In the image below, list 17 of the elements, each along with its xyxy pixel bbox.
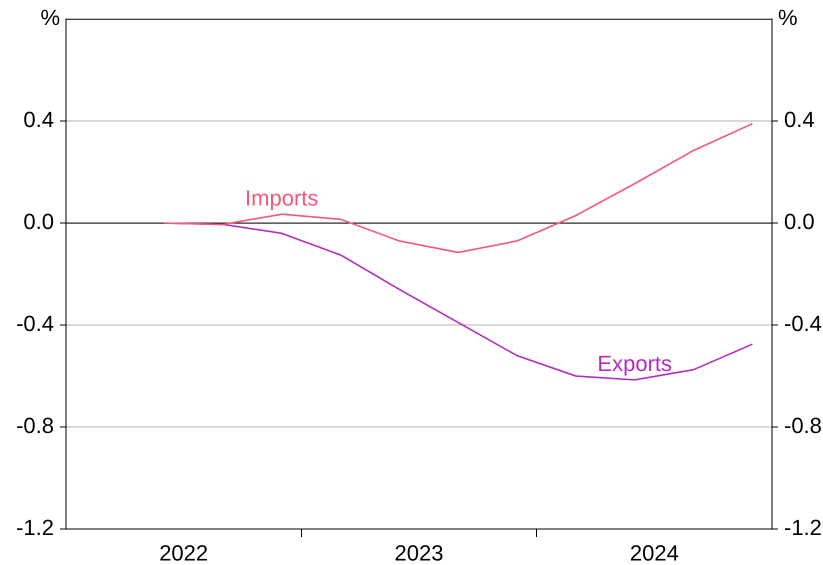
x-tick-label: 2023 bbox=[394, 540, 444, 565]
y-tick-label: 0.4 bbox=[23, 107, 54, 132]
y2-axis-title: % bbox=[778, 5, 798, 30]
y-axis-title: % bbox=[40, 5, 60, 30]
y-tick-label: -0.4 bbox=[16, 311, 54, 336]
y2-tick-label: -0.4 bbox=[784, 311, 822, 336]
series-label: Exports bbox=[597, 350, 672, 376]
y2-tick-label: 0.4 bbox=[784, 107, 815, 132]
y-tick-label: -0.8 bbox=[16, 413, 54, 438]
y-tick-label: -1.2 bbox=[16, 515, 54, 540]
y2-tick-label: -1.2 bbox=[784, 515, 822, 540]
x-tick-label: 2022 bbox=[159, 540, 208, 565]
y2-tick-label: -0.8 bbox=[784, 413, 822, 438]
x-tick-label: 2024 bbox=[630, 540, 679, 565]
series-label: Imports bbox=[245, 185, 318, 210]
y-tick-label: 0.0 bbox=[23, 209, 54, 234]
y2-tick-label: 0.0 bbox=[784, 209, 815, 234]
